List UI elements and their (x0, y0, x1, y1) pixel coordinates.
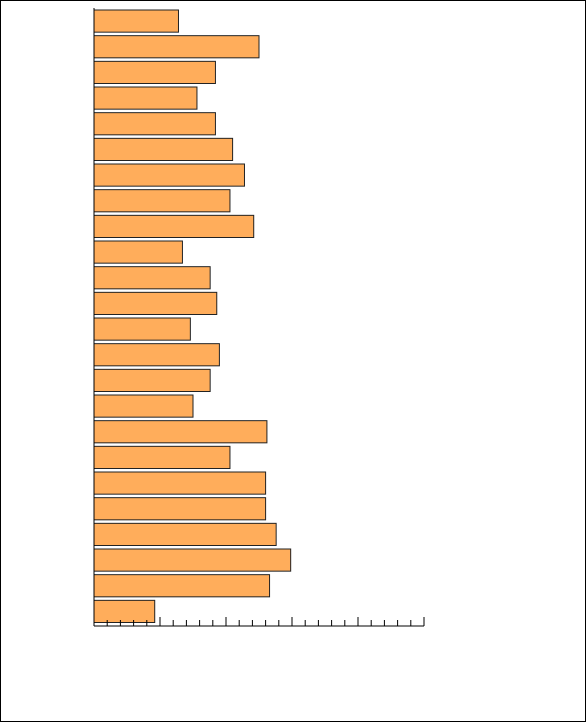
bar (93, 420, 268, 444)
bar (93, 317, 191, 341)
bar (93, 599, 156, 623)
bar (93, 35, 260, 59)
bar (93, 343, 220, 367)
bar (93, 291, 218, 316)
bar (93, 497, 267, 521)
bar (93, 522, 277, 546)
bar (93, 214, 255, 238)
bar (93, 189, 231, 213)
bar (93, 548, 292, 572)
bar (93, 471, 267, 495)
bar (93, 574, 271, 598)
bar (93, 86, 198, 110)
bar (93, 163, 245, 187)
bar (93, 368, 211, 393)
bar (93, 394, 194, 418)
bar (93, 9, 179, 33)
bar (93, 137, 234, 161)
bar (93, 112, 216, 136)
bar (93, 445, 231, 470)
bar (93, 60, 216, 84)
bar (93, 266, 211, 290)
bar (93, 240, 183, 264)
